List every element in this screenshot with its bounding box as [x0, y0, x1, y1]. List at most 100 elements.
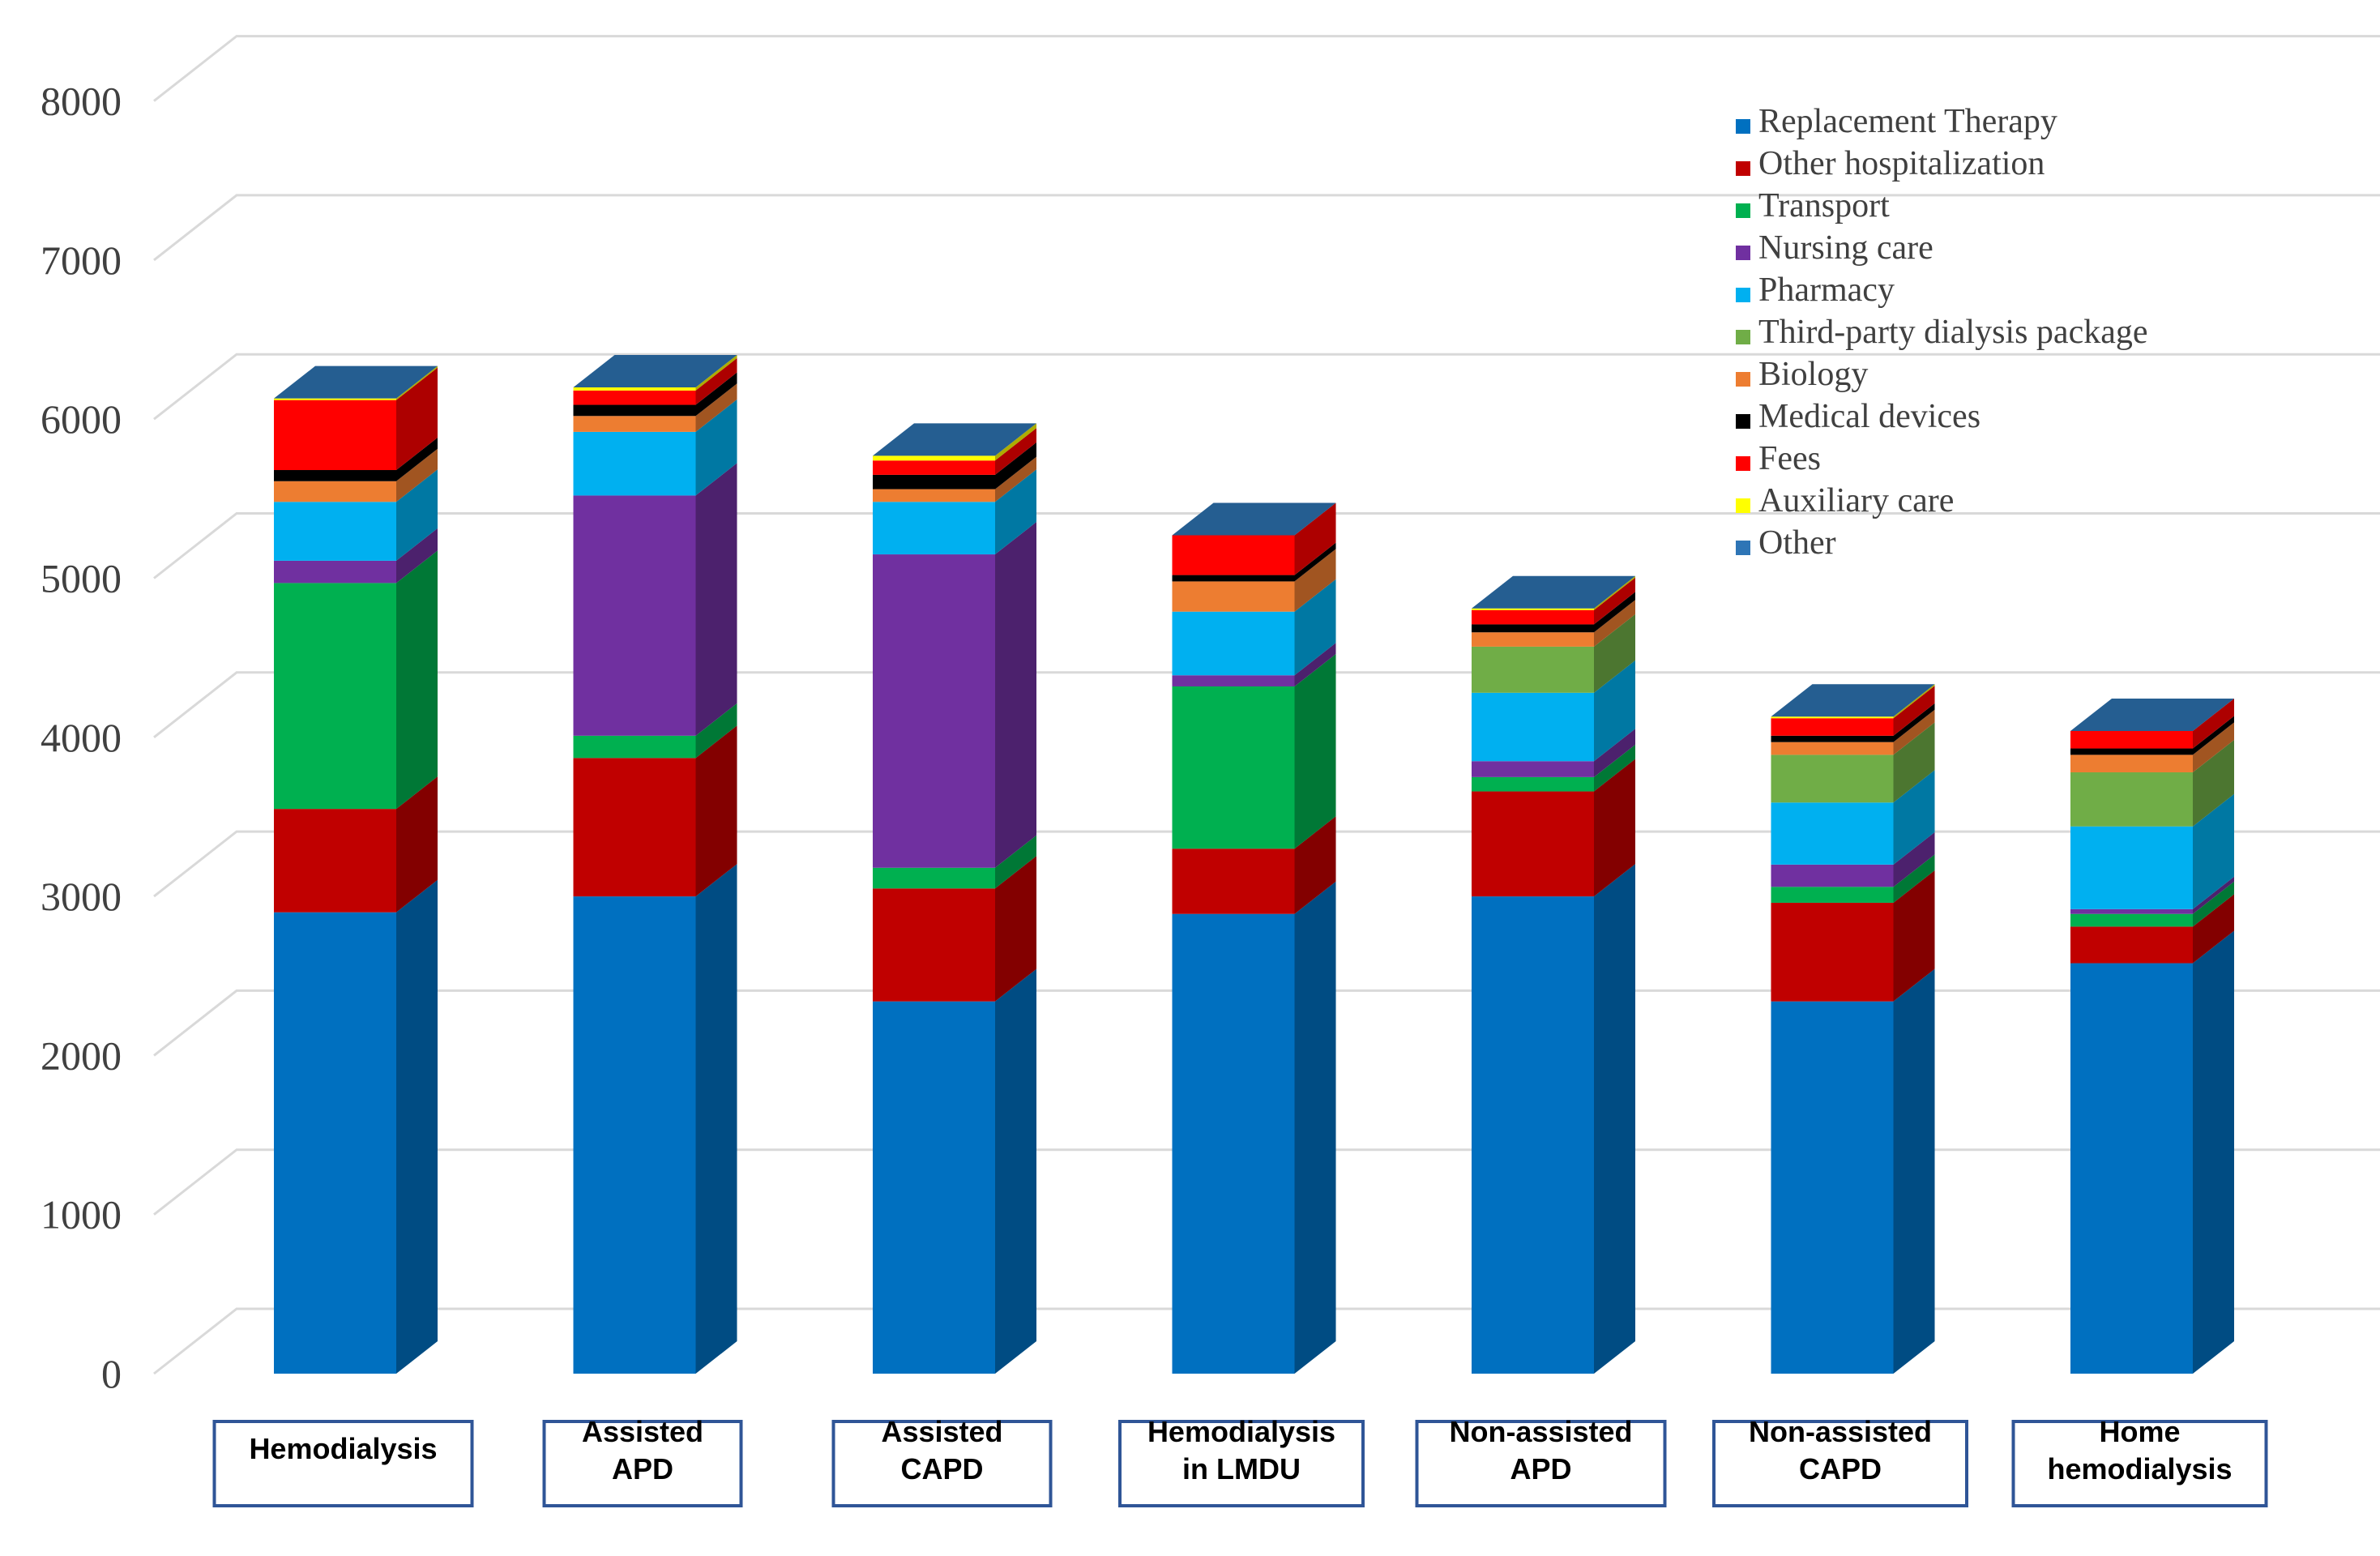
bar-segment-side	[695, 864, 737, 1374]
category-label-text: Non-assisted	[1749, 1415, 1932, 1448]
legend-item-9: Auxiliary care	[1736, 482, 1954, 519]
bar-segment	[274, 502, 396, 561]
legend-swatch	[1736, 119, 1750, 134]
legend-item-0: Replacement Therapy	[1736, 103, 2057, 140]
legend-item-10: Other	[1736, 524, 1836, 562]
bar-segment-side	[1893, 722, 1935, 803]
bar-segment	[573, 431, 696, 496]
bar-segment-side	[2193, 930, 2234, 1374]
legend-swatch	[1736, 161, 1750, 176]
category-label-0: Hemodialysis	[212, 1420, 474, 1507]
category-label-box	[1712, 1420, 1968, 1507]
bar-segment-side	[695, 703, 737, 759]
bar-segment-side	[1893, 831, 1935, 887]
bar-segment	[2070, 908, 2193, 914]
bar-segment-side	[1594, 729, 1635, 777]
bar-segment	[274, 583, 396, 810]
bar-segment-side	[695, 725, 737, 897]
legend-item-2: Transport	[1736, 187, 1890, 224]
bar-segment	[274, 912, 396, 1374]
bar-segment-side	[1893, 686, 1935, 736]
category-label-text: APD	[612, 1452, 673, 1485]
bar-segment	[1771, 1001, 1894, 1374]
bar-segment	[274, 481, 396, 502]
category-label-box	[831, 1420, 1053, 1507]
bar-segment-side	[1594, 744, 1635, 792]
category-label-text: hemodialysis	[2047, 1452, 2232, 1485]
bar-segment	[1771, 716, 1894, 719]
bar-segment	[1472, 608, 1594, 610]
bar-segment-side	[1294, 881, 1336, 1374]
bar-segment	[1771, 902, 1894, 1002]
bar-segment-side	[995, 442, 1036, 489]
bar-segment-side	[2193, 881, 2234, 927]
y-tick-label: 2000	[41, 1032, 122, 1078]
y-tick-label: 4000	[41, 715, 122, 760]
bar-top-cap	[1771, 684, 1935, 717]
legend-swatch	[1736, 372, 1750, 387]
legend-swatch	[1736, 456, 1750, 471]
bar-segment-side	[1294, 579, 1336, 676]
bar-stack-0	[274, 365, 438, 1374]
bar-segment-side	[1594, 660, 1635, 762]
bar-segment-side	[1893, 709, 1935, 755]
bar-segment-side	[1893, 703, 1935, 742]
bar-segment-side	[695, 354, 737, 391]
bar-segment	[1472, 646, 1594, 693]
bar-segment-side	[995, 456, 1036, 502]
category-label-text: Hemodialysis	[1147, 1415, 1335, 1448]
category-label-text: Hemodialysis	[249, 1432, 437, 1465]
bar-segment	[573, 387, 696, 391]
bar-segment-side	[1594, 600, 1635, 647]
legend-item-8: Fees	[1736, 440, 1821, 477]
gridline-0	[153, 1307, 2380, 1375]
bar-top-cap	[1172, 502, 1336, 536]
bar-top-cap	[573, 354, 737, 387]
legend-item-1: Other hospitalization	[1736, 145, 2045, 182]
bar-segment	[2070, 826, 2193, 909]
bar-segment-side	[1893, 770, 1935, 865]
bar-segment-side	[2193, 716, 2234, 755]
bar-segment	[573, 758, 696, 897]
bar-segment	[1172, 686, 1295, 849]
legend-swatch	[1736, 246, 1750, 260]
bar-segment	[1771, 735, 1894, 742]
category-label-text: APD	[1510, 1452, 1571, 1485]
bar-segment	[2070, 772, 2193, 827]
bar-segment-side	[396, 550, 438, 810]
category-label-text: CAPD	[900, 1452, 983, 1485]
legend-item-4: Pharmacy	[1736, 271, 1895, 309]
bar-segment-side	[396, 438, 438, 481]
bar-segment	[1771, 754, 1894, 803]
bar-segment	[1472, 609, 1594, 625]
bar-segment	[2070, 913, 2193, 927]
bar-segment-side	[2193, 793, 2234, 909]
bar-segment	[573, 896, 696, 1374]
bar-segment	[1472, 776, 1594, 792]
bar-segment	[1472, 761, 1594, 777]
bar-segment-side	[1294, 653, 1336, 849]
bar-segment	[2070, 963, 2193, 1374]
gridline-6000	[153, 353, 2380, 421]
bar-segment-side	[995, 423, 1036, 461]
bar-segment-side	[2193, 739, 2234, 827]
category-label-box	[542, 1420, 743, 1507]
bar-segment-side	[396, 879, 438, 1374]
bar-top-cap	[1472, 575, 1635, 609]
bar-segment	[573, 416, 696, 432]
legend-swatch	[1736, 330, 1750, 344]
bar-segment	[1172, 581, 1295, 612]
category-label-4: Non-assisted APD	[1415, 1415, 1667, 1507]
legend-item-3: Nursing care	[1736, 229, 1933, 267]
bar-segment-side	[1294, 816, 1336, 914]
bar-segment	[873, 489, 995, 502]
bar-segment	[1172, 913, 1295, 1374]
gridline-4000	[153, 671, 2380, 738]
legend-swatch	[1736, 541, 1750, 555]
gridlines	[153, 35, 2380, 1375]
bar-segment-side	[396, 367, 438, 471]
category-label-1: Assisted APD	[542, 1415, 743, 1507]
category-label-text: in LMDU	[1182, 1452, 1301, 1485]
bar-segment-side	[1594, 592, 1635, 633]
